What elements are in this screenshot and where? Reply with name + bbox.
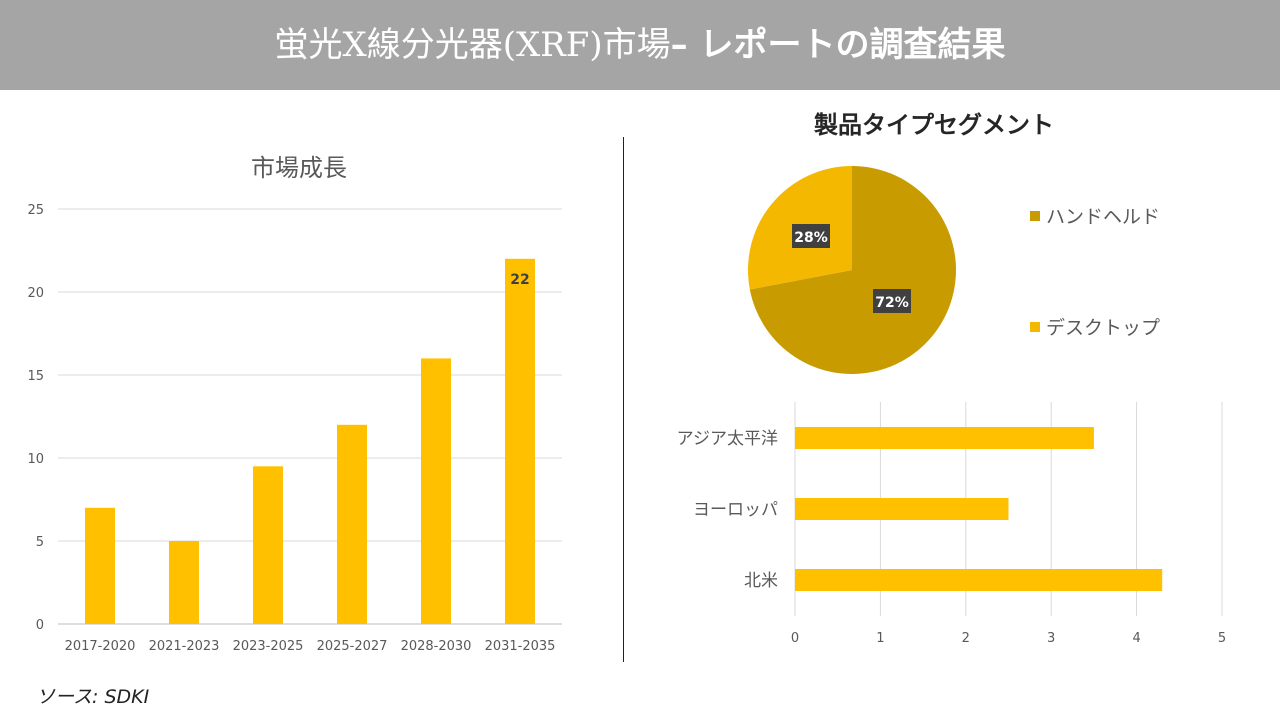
y-tick-label: 北米: [744, 571, 778, 591]
y-tick-label: 0: [36, 618, 44, 633]
x-tick-label: 5: [1218, 631, 1226, 646]
bar-アジア太平洋: [795, 427, 1094, 449]
x-tick-label: 2023-2025: [233, 639, 304, 654]
x-tick-label: 2025-2027: [317, 639, 388, 654]
divider: [623, 137, 624, 662]
bar-2028-2030: [421, 358, 451, 624]
y-tick-label: ヨーロッパ: [693, 500, 778, 520]
x-tick-label: 2031-2035: [485, 639, 556, 654]
x-tick-label: 3: [1047, 631, 1055, 646]
bar-2021-2023: [169, 541, 199, 624]
legend-swatch: [1030, 211, 1040, 221]
x-tick-label: 2017-2020: [65, 639, 136, 654]
bar-2017-2020: [85, 507, 115, 624]
data-label-box: [792, 224, 830, 248]
x-tick-label: 2: [962, 631, 970, 646]
x-tick-label: 2028-2030: [401, 639, 472, 654]
data-label: 22: [510, 272, 529, 288]
bar-2023-2025: [253, 466, 283, 624]
y-tick-label: 15: [27, 369, 44, 384]
report-header: 蛍光X線分光器(XRF)市場– レポートの調査結果: [0, 0, 1280, 90]
legend-label: ハンドヘルド: [1046, 206, 1160, 228]
y-tick-label: 10: [27, 452, 44, 467]
bar-2025-2027: [337, 424, 367, 624]
bar-ヨーロッパ: [795, 498, 1009, 520]
data-label-box: [873, 289, 911, 313]
x-tick-label: 2021-2023: [149, 639, 220, 654]
x-tick-label: 0: [791, 631, 799, 646]
y-tick-label: 20: [27, 286, 44, 301]
header-subtitle: – レポートの調査結果: [670, 25, 1006, 65]
header-title: 蛍光X線分光器(XRF)市場: [274, 25, 671, 65]
data-label: 72%: [875, 295, 909, 311]
bar-2031-2035: [505, 258, 535, 624]
source-note: ソース: SDKI: [36, 686, 150, 708]
x-tick-label: 1: [876, 631, 884, 646]
y-tick-label: 25: [27, 203, 44, 218]
y-tick-label: アジア太平洋: [677, 429, 778, 449]
legend-swatch: [1030, 322, 1040, 332]
data-label: 28%: [794, 230, 828, 246]
chart-title: 製品タイプセグメント: [814, 111, 1054, 139]
legend-label: デスクトップ: [1046, 317, 1160, 339]
x-tick-label: 4: [1132, 631, 1140, 646]
pie-slice-ハンドヘルド: [749, 166, 956, 374]
chart-title: 市場成長: [251, 154, 347, 182]
y-tick-label: 5: [36, 535, 44, 550]
bar-北米: [795, 569, 1163, 591]
